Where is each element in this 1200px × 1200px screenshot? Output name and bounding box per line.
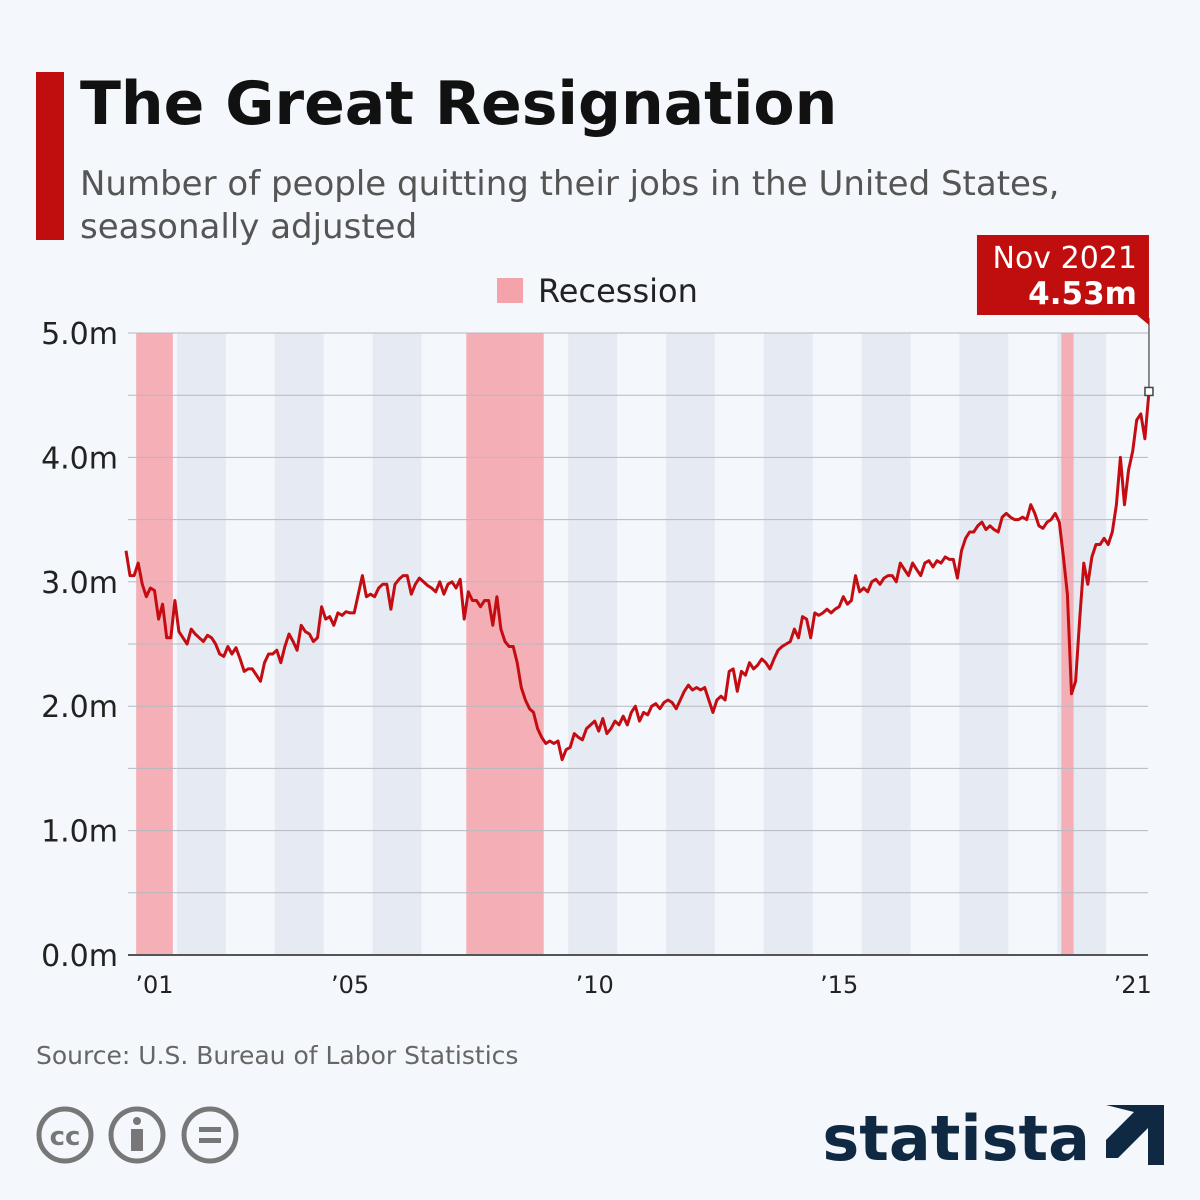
brand-logo: statista [822, 1102, 1090, 1175]
x-tick-label: ’10 [576, 971, 614, 999]
x-tick-label: ’15 [820, 971, 858, 999]
by-icon-glyph [131, 1129, 143, 1151]
annotation-pointer [1136, 315, 1149, 325]
y-tick-label: 1.0m [41, 815, 118, 850]
y-tick-label: 3.0m [41, 566, 118, 601]
source: Source: U.S. Bureau of Labor Statistics [36, 1041, 518, 1070]
data-line [124, 391, 1151, 762]
annotation-label: Nov 2021 [993, 241, 1137, 276]
cc-icon-glyph: cc [50, 1122, 81, 1152]
by-icon-glyph [133, 1117, 141, 1125]
nd-icon-glyph [199, 1127, 221, 1132]
y-tick-label: 4.0m [41, 441, 118, 476]
by-icon [108, 1106, 166, 1164]
x-tick-label: ’21 [1114, 971, 1152, 999]
x-tick-label: ’05 [331, 971, 369, 999]
nd-icon-glyph [199, 1138, 221, 1143]
title-accent [36, 72, 64, 240]
annotation-box [976, 235, 1149, 315]
legend-swatch [497, 278, 523, 303]
x-tick-label: ’01 [135, 971, 173, 999]
chart-title: The Great Resignation [80, 69, 837, 139]
cc-icon [36, 1106, 94, 1164]
plot-area: 0.0m 1.0m 2.0m 3.0m 4.0m 5.0m ’01 ’05 ’10 ’15 ’21 N… [41, 235, 1154, 999]
y-tick-label: 2.0m [41, 690, 118, 725]
annotation-value: 4.53m [1028, 276, 1137, 312]
y-tick-label: 5.0m [41, 317, 118, 352]
brand-icon [1106, 1105, 1164, 1165]
y-tick-label: 0.0m [41, 939, 118, 974]
license-icons: cc [36, 1106, 239, 1164]
chart-subtitle: Number of people quitting their jobs in … [80, 164, 1059, 204]
annotation-marker [1144, 386, 1154, 397]
nd-icon [181, 1106, 239, 1164]
legend-label: Recession [538, 272, 698, 310]
chart-subtitle: seasonally adjusted [80, 207, 417, 247]
